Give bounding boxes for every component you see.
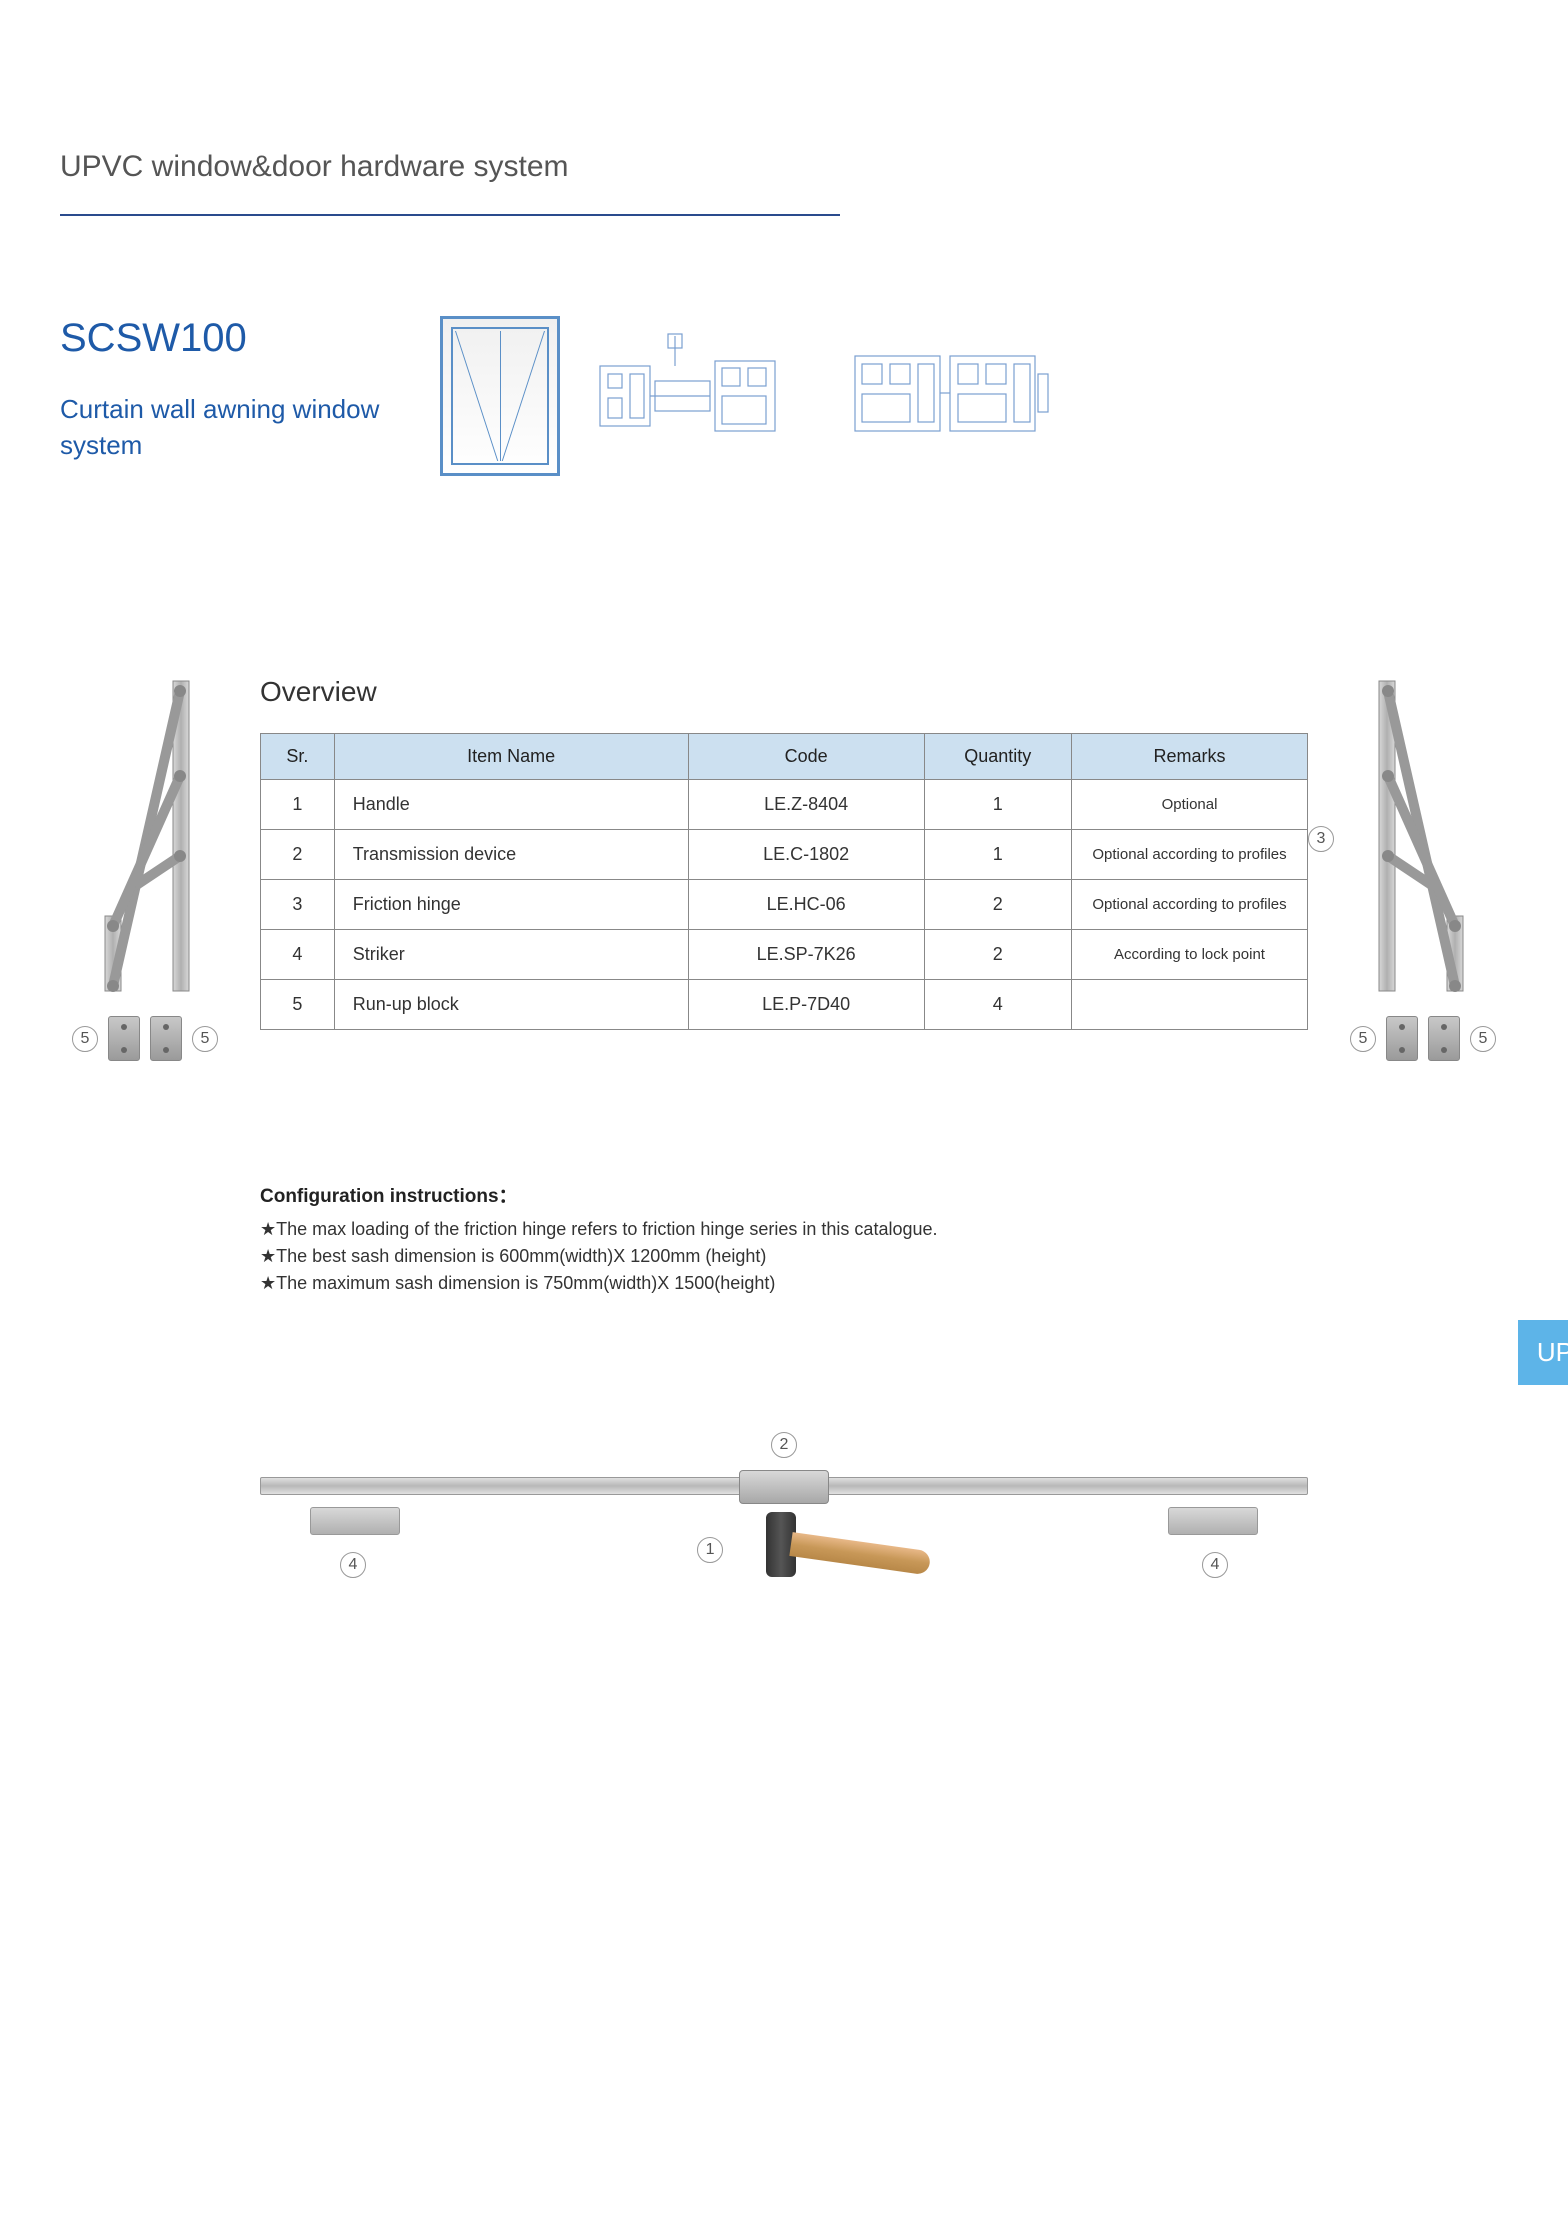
- cell-sr: 2: [261, 830, 335, 880]
- cell-code: LE.P-7D40: [688, 980, 924, 1030]
- cell-remarks: Optional according to profiles: [1072, 830, 1308, 880]
- col-header-sr: Sr.: [261, 734, 335, 780]
- cell-item: Run-up block: [334, 980, 688, 1030]
- cell-remarks: Optional: [1072, 780, 1308, 830]
- friction-hinge-left-icon: [85, 676, 205, 996]
- handle-icon: [766, 1512, 796, 1577]
- profile-cross-section-1: [590, 326, 790, 466]
- cell-item: Friction hinge: [334, 880, 688, 930]
- callout-5a-left: 5: [72, 1026, 98, 1052]
- cell-code: LE.SP-7K26: [688, 930, 924, 980]
- config-line-1: ★The max loading of the friction hinge r…: [260, 1216, 1060, 1243]
- config-line-3: ★The maximum sash dimension is 750mm(wid…: [260, 1270, 1060, 1297]
- col-header-qty: Quantity: [924, 734, 1071, 780]
- callout-1: 1: [697, 1537, 723, 1563]
- cell-code: LE.HC-06: [688, 880, 924, 930]
- cell-item: Handle: [334, 780, 688, 830]
- col-header-remarks: Remarks: [1072, 734, 1308, 780]
- run-up-block-icon: [1428, 1016, 1460, 1061]
- run-up-block-icon: [150, 1016, 182, 1061]
- product-code: SCSW100: [60, 316, 400, 361]
- side-category-tab: UPVC: [1518, 1320, 1568, 1385]
- callout-4-left: 4: [340, 1552, 366, 1578]
- cell-item: Transmission device: [334, 830, 688, 880]
- cell-remarks: Optional according to profiles: [1072, 880, 1308, 930]
- table-row: 2 Transmission device LE.C-1802 1 Option…: [261, 830, 1308, 880]
- cell-qty: 2: [924, 930, 1071, 980]
- col-header-item: Item Name: [334, 734, 688, 780]
- cell-remarks: [1072, 980, 1308, 1030]
- callout-5a-right: 5: [1350, 1026, 1376, 1052]
- table-row: 4 Striker LE.SP-7K26 2 According to lock…: [261, 930, 1308, 980]
- cell-sr: 3: [261, 880, 335, 930]
- left-hardware-column: 5 5: [60, 676, 230, 1061]
- run-up-block-icon: [1386, 1016, 1418, 1061]
- parts-table: Sr. Item Name Code Quantity Remarks 1 Ha…: [260, 733, 1308, 1030]
- callout-3: 3: [1308, 826, 1334, 852]
- cell-remarks: According to lock point: [1072, 930, 1308, 980]
- striker-left-icon: [310, 1507, 400, 1535]
- overview-heading: Overview: [260, 676, 1308, 708]
- cell-code: LE.Z-8404: [688, 780, 924, 830]
- transmission-device-icon: [260, 1477, 1308, 1495]
- striker-right-icon: [1168, 1507, 1258, 1535]
- cell-sr: 5: [261, 980, 335, 1030]
- callout-2: 2: [771, 1432, 797, 1458]
- callout-5b-left: 5: [192, 1026, 218, 1052]
- table-row: 5 Run-up block LE.P-7D40 4: [261, 980, 1308, 1030]
- cell-qty: 4: [924, 980, 1071, 1030]
- table-row: 3 Friction hinge LE.HC-06 2 Optional acc…: [261, 880, 1308, 930]
- callout-4-right: 4: [1202, 1552, 1228, 1578]
- right-hardware-column: 3 5 5: [1338, 676, 1508, 1061]
- config-title: Configuration instructions：: [260, 1181, 1060, 1208]
- cell-sr: 1: [261, 780, 335, 830]
- cell-code: LE.C-1802: [688, 830, 924, 880]
- bottom-assembly-diagram: 2 4 4 1: [60, 1427, 1508, 1647]
- cell-item: Striker: [334, 930, 688, 980]
- profile-cross-section-2: [820, 326, 1080, 466]
- run-up-block-icon: [108, 1016, 140, 1061]
- config-line-2: ★The best sash dimension is 600mm(width)…: [260, 1243, 1060, 1270]
- table-row: 1 Handle LE.Z-8404 1 Optional: [261, 780, 1308, 830]
- col-header-code: Code: [688, 734, 924, 780]
- cell-sr: 4: [261, 930, 335, 980]
- cell-qty: 1: [924, 780, 1071, 830]
- callout-5b-right: 5: [1470, 1026, 1496, 1052]
- friction-hinge-right-icon: [1363, 676, 1483, 996]
- product-name: Curtain wall awning window system: [60, 391, 400, 464]
- header-divider: [60, 214, 840, 216]
- cell-qty: 2: [924, 880, 1071, 930]
- window-schematic-icon: [440, 316, 560, 476]
- page-header-title: UPVC window&door hardware system: [60, 150, 1508, 184]
- cell-qty: 1: [924, 830, 1071, 880]
